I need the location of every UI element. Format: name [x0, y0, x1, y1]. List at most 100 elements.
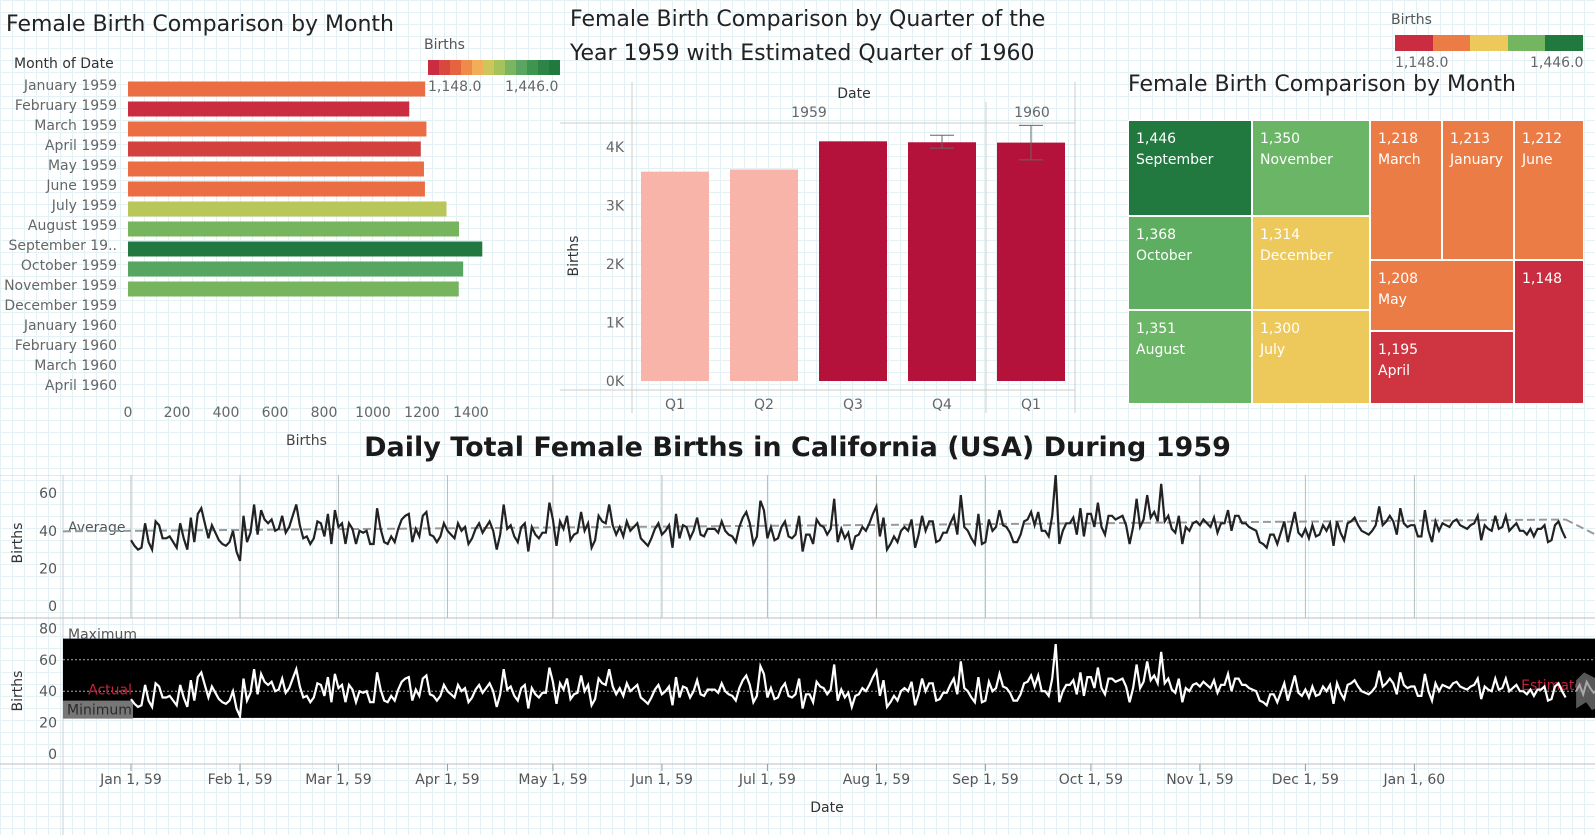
- treemap-cell-value: 1,300: [1260, 321, 1301, 337]
- quarter-y-tick-label: 1K: [606, 316, 625, 332]
- month-x-tick-label: 0: [124, 405, 133, 421]
- month-bar: [128, 141, 421, 157]
- treemap-cell: 1,351 August: [1128, 310, 1252, 404]
- daily-x-tick-label: Oct 1, 59: [1059, 772, 1123, 788]
- treemap-cell-label: August: [1136, 342, 1185, 358]
- month-x-tick-label: 1200: [404, 405, 440, 421]
- daily-average-trendline-extension: [1565, 518, 1595, 536]
- daily-x-tick-label: Nov 1, 59: [1166, 772, 1233, 788]
- treemap-legend-max: 1,446.0: [1530, 55, 1584, 71]
- month-category-label: March 1959: [34, 118, 117, 134]
- daily-bottom-y-tick-label: 20: [39, 716, 57, 732]
- treemap-cell-value: 1,212: [1522, 131, 1563, 147]
- month-x-axis-label: Births: [286, 433, 327, 449]
- treemap-cell: 1,195 April: [1370, 331, 1514, 404]
- month-legend-title: Births: [424, 37, 465, 53]
- treemap-cell-label: December: [1260, 248, 1333, 264]
- month-bar: [128, 121, 427, 137]
- daily-births-line-white: [130, 643, 1567, 721]
- daily-x-tick-label: Jan 1, 60: [1383, 772, 1446, 788]
- treemap-cell-value: 1,446: [1136, 131, 1177, 147]
- month-category-label: December 1959: [4, 298, 117, 314]
- treemap-cell: 1,350 November: [1252, 120, 1370, 216]
- daily-x-tick-label: Dec 1, 59: [1272, 772, 1339, 788]
- treemap-cell-label: January: [1450, 152, 1504, 168]
- month-category-label: April 1960: [44, 378, 117, 394]
- treemap-cell: 1,213 January: [1442, 120, 1514, 260]
- month-category-label: January 1959: [23, 78, 117, 94]
- month-x-tick-label: 1400: [453, 405, 489, 421]
- quarter-bar: [908, 142, 976, 381]
- month-category-label: May 1959: [47, 158, 117, 174]
- treemap-cell: 1,212 June: [1514, 120, 1584, 260]
- quarter-bar: [730, 169, 798, 381]
- quarter-bar-plot: Date 1959 1960 Births 0K 1K 2K 3K 4K Q1 Q2 Q3 Q4 Q1: [560, 82, 1076, 413]
- month-category-label: October 1959: [20, 258, 117, 274]
- daily-x-tick-label: Sep 1, 59: [952, 772, 1018, 788]
- month-bar: [128, 161, 424, 177]
- treemap-cell: 1,446 September: [1128, 120, 1252, 216]
- quarter-chart-title: Female Birth Comparison by Quarter of th…: [570, 3, 1110, 71]
- daily-births-line: [130, 475, 1567, 562]
- daily-range-band: [63, 638, 1595, 718]
- daily-top-y-tick-label: 20: [39, 561, 57, 577]
- month-category-label: November 1959: [4, 278, 117, 294]
- daily-bottom-y-axis-label: Births: [10, 671, 26, 712]
- month-bar: [128, 281, 459, 297]
- daily-estimate-band: [1576, 672, 1595, 711]
- treemap-cell: 1,300 July: [1252, 310, 1370, 404]
- quarter-y-tick-label: 0K: [606, 374, 625, 390]
- treemap-cell-value: 1,350: [1260, 131, 1301, 147]
- month-axis-header: Month of Date: [14, 56, 114, 72]
- quarter-y-tick-label: 3K: [606, 199, 625, 215]
- quarter-title-line2: Year 1959 with Estimated Quarter of 1960: [570, 41, 1035, 66]
- quarter-year-1960: 1960: [1014, 105, 1050, 121]
- treemap-cell-value: 1,368: [1136, 227, 1177, 243]
- month-x-tick-label: 400: [213, 405, 240, 421]
- daily-average-trendline: [62, 518, 1566, 533]
- treemap-chart-title: Female Birth Comparison by Month: [1128, 72, 1516, 97]
- daily-minimum-label-bg: [63, 700, 133, 719]
- daily-x-tick-label: Jul 1, 59: [738, 772, 796, 788]
- treemap-cell-value: 1,195: [1378, 342, 1419, 358]
- daily-x-tick-label: Jan 1, 59: [99, 772, 162, 788]
- daily-average-label: Average: [68, 520, 126, 536]
- month-category-label: July 1959: [51, 198, 117, 214]
- daily-x-tick-label: Jun 1, 59: [630, 772, 693, 788]
- treemap-cell-label: October: [1136, 248, 1193, 264]
- daily-top-y-tick-label: 0: [48, 599, 57, 615]
- treemap-cell-label: November: [1260, 152, 1333, 168]
- quarter-x-tick-label: Q1: [1021, 397, 1041, 413]
- treemap-cell-label: March: [1378, 152, 1421, 168]
- month-bar: [128, 181, 425, 197]
- month-legend-min: 1,148.0: [428, 79, 482, 95]
- daily-minimum-label: Minimum: [67, 703, 132, 719]
- month-category-label: September 19..: [8, 238, 117, 254]
- treemap-legend-ramp: [1395, 35, 1583, 51]
- month-legend-max: 1,446.0: [505, 79, 559, 95]
- treemap-cell-label: July: [1260, 342, 1286, 358]
- treemap-cell-label: May: [1378, 292, 1407, 308]
- month-bar: [128, 81, 426, 97]
- treemap-cell: 1,368 October: [1128, 216, 1252, 310]
- daily-x-tick-label: Mar 1, 59: [305, 772, 372, 788]
- month-legend-ramp: [428, 60, 560, 75]
- daily-bottom-y-tick-label: 80: [39, 621, 57, 637]
- quarter-date-header: Date: [837, 86, 870, 102]
- month-chart-title: Female Birth Comparison by Month: [6, 12, 394, 37]
- daily-estimate-line: [1575, 679, 1595, 698]
- month-x-tick-label: 200: [164, 405, 191, 421]
- month-x-tick-label: 600: [262, 405, 289, 421]
- treemap-plot: 1,446 September 1,350 November 1,218 March 1,2…: [1128, 120, 1592, 404]
- treemap-cell-value: 1,208: [1378, 271, 1419, 287]
- quarter-x-tick-label: Q4: [932, 397, 952, 413]
- month-bar: [128, 201, 447, 217]
- month-category-label: February 1959: [14, 98, 117, 114]
- quarter-bar: [641, 171, 709, 381]
- daily-bottom-y-tick-label: 40: [39, 684, 57, 700]
- quarter-bar: [997, 142, 1065, 381]
- daily-line-plot: Jan 1, 59 Feb 1, 59 Mar 1, 59 Apr 1, 59 May …: [0, 475, 1595, 835]
- quarter-year-1959: 1959: [791, 105, 827, 121]
- daily-chart-title: Daily Total Female Births in California …: [364, 432, 1231, 463]
- quarter-x-tick-label: Q2: [754, 397, 774, 413]
